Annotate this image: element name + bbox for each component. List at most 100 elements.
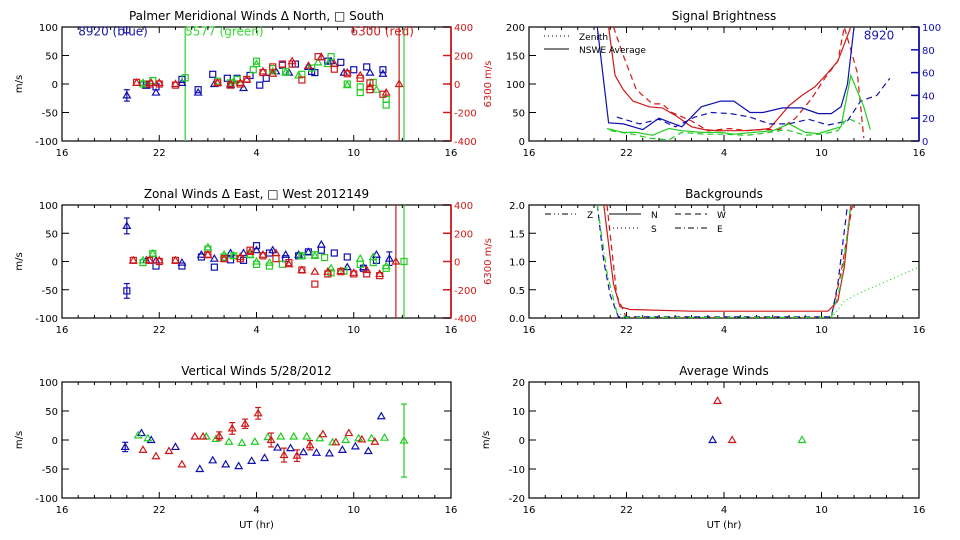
- data-point-square: [369, 259, 377, 267]
- y-tick-label: 1.5: [509, 229, 525, 240]
- data-point-square: [155, 257, 163, 266]
- x-tick-label: 22: [153, 148, 166, 159]
- y-tick-label: 10: [512, 407, 525, 418]
- x-tick-label: 4: [253, 148, 259, 159]
- plot-frame: [528, 204, 920, 319]
- data-point-square: [314, 53, 322, 61]
- data-point-square: [324, 270, 332, 278]
- data-point-triangle: [258, 250, 268, 258]
- x-tick-label: 22: [620, 148, 633, 159]
- data-point-square: [171, 256, 180, 264]
- data-point-square: [356, 260, 364, 268]
- x-tick-label: 10: [815, 325, 828, 336]
- legend-label: Zenith: [579, 33, 608, 43]
- x-tick-label: 22: [153, 505, 166, 516]
- data-point-square: [256, 81, 264, 89]
- data-point-triangle: [323, 59, 333, 68]
- legend-label: W: [717, 211, 726, 221]
- data-point-square: [337, 268, 345, 276]
- x-tick-label: 10: [347, 325, 360, 336]
- data-point-triangle: [136, 428, 146, 437]
- y-tick-label: 2.0: [509, 201, 525, 212]
- data-point-triangle: [177, 257, 187, 266]
- plot-area: [596, 205, 919, 318]
- x-tick-label: 4: [721, 325, 727, 336]
- y-tick-label: 150: [506, 52, 525, 63]
- data-point-square: [282, 67, 290, 76]
- data-point-triangle: [268, 69, 278, 77]
- y-tick-label: 100: [39, 23, 58, 34]
- data-point-square: [236, 255, 244, 263]
- data-point-triangle: [263, 432, 273, 441]
- data-point-triangle: [177, 459, 187, 468]
- chart-title: Palmer Meridional Winds Δ North, □ South: [129, 9, 384, 23]
- y2-tick-label: 40: [922, 91, 935, 102]
- plot-area: [708, 396, 807, 444]
- data-point-triangle: [315, 433, 325, 442]
- data-point-square: [155, 80, 163, 88]
- data-point-square: [330, 249, 338, 257]
- data-point-square: [132, 78, 141, 86]
- y-tick-label: -100: [35, 314, 58, 325]
- data-point-square: [194, 86, 202, 94]
- data-point-triangle: [357, 434, 367, 443]
- plot-frame: [528, 381, 920, 499]
- data-point-triangle: [138, 445, 148, 453]
- y2-tick-label: 400: [454, 201, 473, 212]
- data-point-square: [252, 57, 261, 65]
- data-point-square: [129, 256, 137, 264]
- data-point-triangle: [164, 446, 174, 455]
- data-point-triangle: [302, 431, 312, 440]
- data-point-triangle: [797, 435, 807, 444]
- data-point-triangle: [313, 57, 323, 66]
- y2-axis-label: 6300 m/s: [483, 238, 494, 285]
- data-point-triangle: [208, 455, 218, 464]
- data-point-triangle: [281, 67, 291, 76]
- series-line: [596, 205, 852, 318]
- data-point-triangle: [143, 433, 153, 442]
- plot-area: [120, 403, 409, 478]
- x-tick-label: 4: [721, 505, 727, 516]
- y-tick-label: 50: [45, 407, 58, 418]
- legend-label: NSWE Average: [579, 46, 646, 56]
- y2-tick-label: 80: [922, 46, 935, 57]
- data-point-triangle: [234, 461, 244, 470]
- y-tick-label: 1.0: [509, 258, 525, 269]
- y2-tick-label: -200: [454, 286, 477, 297]
- data-point-square: [350, 270, 358, 278]
- data-point-square: [343, 80, 351, 88]
- data-point-triangle: [260, 453, 270, 462]
- data-point-square: [343, 70, 351, 78]
- series-line: [596, 27, 855, 131]
- data-point-square: [149, 249, 157, 258]
- data-point-square: [320, 253, 329, 262]
- data-point-triangle: [371, 85, 381, 93]
- data-point-square: [317, 246, 325, 254]
- x-tick-label: 16: [523, 505, 536, 516]
- data-point-square: [236, 80, 244, 88]
- y2-tick-label: 400: [454, 23, 473, 34]
- data-point-triangle: [370, 437, 380, 445]
- plot-frame: [61, 381, 452, 499]
- x-tick-label: 10: [347, 148, 360, 159]
- y-tick-label: 20: [512, 378, 525, 389]
- data-point-square: [343, 253, 351, 261]
- data-point-triangle: [151, 451, 161, 460]
- data-point-triangle: [193, 87, 203, 96]
- data-point-square: [259, 252, 267, 260]
- data-point-triangle: [203, 242, 213, 251]
- data-point-triangle: [279, 450, 289, 459]
- series-line: [612, 27, 865, 139]
- data-point-square: [210, 263, 218, 271]
- data-point-square: [265, 262, 274, 270]
- data-point-triangle: [221, 459, 231, 468]
- data-point-square: [366, 86, 374, 94]
- data-point-triangle: [120, 442, 130, 451]
- data-point-square: [226, 81, 235, 89]
- data-point-triangle: [344, 428, 354, 437]
- data-point-square: [311, 251, 319, 259]
- data-point-square: [379, 66, 387, 74]
- y2-tick-label: -200: [454, 109, 477, 120]
